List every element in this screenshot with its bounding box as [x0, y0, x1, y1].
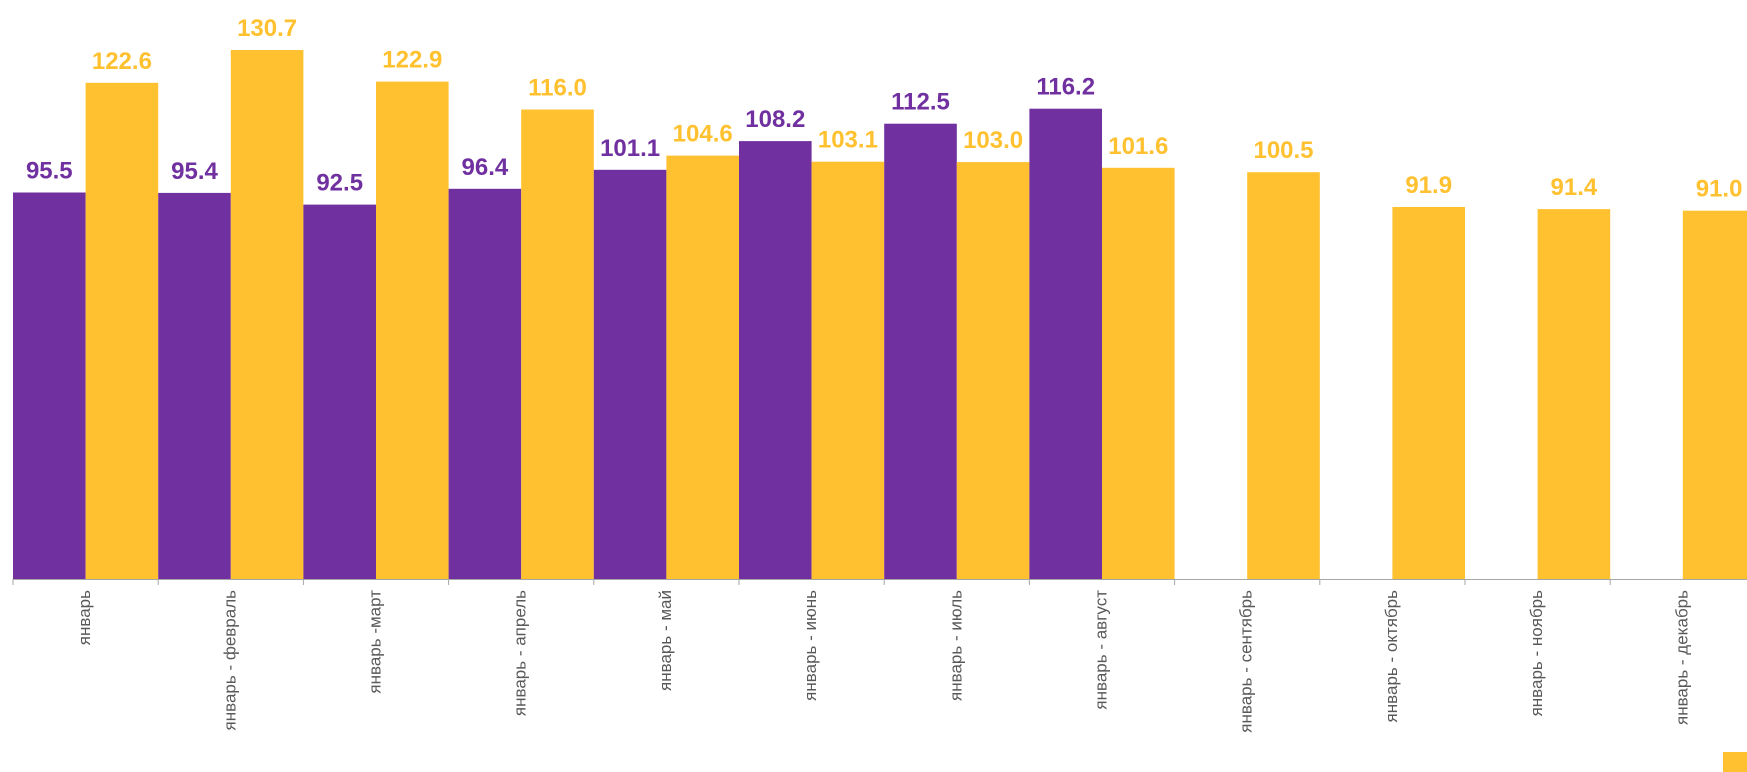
- x-tick-label: январь - сентябрь: [1237, 590, 1256, 733]
- x-tick-label: январь - октябрь: [1382, 590, 1401, 723]
- data-label-s2-9: 100.5: [1253, 137, 1313, 164]
- bar-s2-2: [230, 50, 304, 579]
- data-label-s2-12: 91.0: [1696, 176, 1743, 203]
- x-tick-label: январь - апрель: [511, 590, 530, 716]
- bars-layer: [13, 50, 1747, 580]
- data-label-s2-8: 101.6: [1108, 133, 1168, 160]
- bar-s2-5: [666, 155, 739, 579]
- bar-s1-4: [448, 188, 522, 580]
- data-label-s1-8: 116.2: [1036, 74, 1095, 101]
- data-label-s2-5: 104.6: [673, 121, 733, 148]
- bar-s2-10: [1392, 207, 1465, 579]
- x-tick-labels-layer: январь январь - февраль январь -март январь…: [75, 590, 1691, 733]
- data-label-s2-1: 122.6: [92, 48, 152, 75]
- bar-s1-3: [303, 204, 376, 579]
- data-label-s1-5: 101.1: [600, 135, 660, 162]
- data-labels-layer: 95.5 122.6 95.4 130.7 92.5 122.9 96.4 116.0 101.…: [26, 15, 1743, 203]
- data-label-s1-3: 92.5: [316, 170, 363, 197]
- x-tick-label: январь - май: [656, 590, 675, 691]
- bar-s2-11: [1537, 209, 1611, 579]
- bar-s2-6: [811, 161, 885, 579]
- bar-s1-5: [593, 169, 667, 580]
- legend-swatch: [1723, 752, 1747, 772]
- data-label-s2-7: 103.0: [963, 127, 1023, 154]
- x-axis: [12, 579, 1747, 585]
- data-label-s2-10: 91.9: [1405, 172, 1452, 199]
- bar-s2-12: [1682, 210, 1747, 579]
- x-tick-label: январь - декабрь: [1672, 590, 1691, 725]
- data-label-s2-6: 103.1: [818, 127, 878, 154]
- data-label-s1-2: 95.4: [171, 158, 218, 185]
- data-label-s1-6: 108.2: [745, 106, 805, 133]
- x-tick-label: январь - февраль: [220, 590, 239, 731]
- x-tick-label: январь - июль: [946, 590, 965, 701]
- bar-s2-1: [85, 82, 159, 580]
- data-label-s2-3: 122.9: [382, 47, 442, 74]
- bar-s2-8: [1102, 167, 1175, 580]
- x-tick-label: январь - июнь: [801, 590, 820, 701]
- bar-s1-1: [13, 192, 86, 579]
- data-label-s2-11: 91.4: [1551, 174, 1598, 201]
- bar-s2-4: [521, 109, 594, 579]
- bar-s1-6: [739, 141, 812, 579]
- x-tick-label: январь - ноябрь: [1527, 590, 1546, 717]
- data-label-s1-4: 96.4: [462, 154, 509, 181]
- data-label-s1-7: 112.5: [891, 89, 950, 116]
- x-tick-label: январь - август: [1091, 590, 1110, 710]
- data-label-s1-1: 95.5: [26, 158, 73, 185]
- bar-s2-3: [376, 81, 449, 579]
- data-label-s2-2: 130.7: [237, 15, 297, 42]
- bar-s2-7: [956, 162, 1030, 579]
- bar-s1-8: [1029, 108, 1102, 579]
- x-tick-label: январь -март: [365, 590, 384, 694]
- bar-s1-7: [884, 123, 957, 579]
- x-tick-label: январь: [75, 590, 94, 645]
- bar-s1-2: [158, 192, 231, 579]
- bar-s2-9: [1247, 172, 1320, 579]
- data-label-s2-4: 116.0: [528, 75, 587, 102]
